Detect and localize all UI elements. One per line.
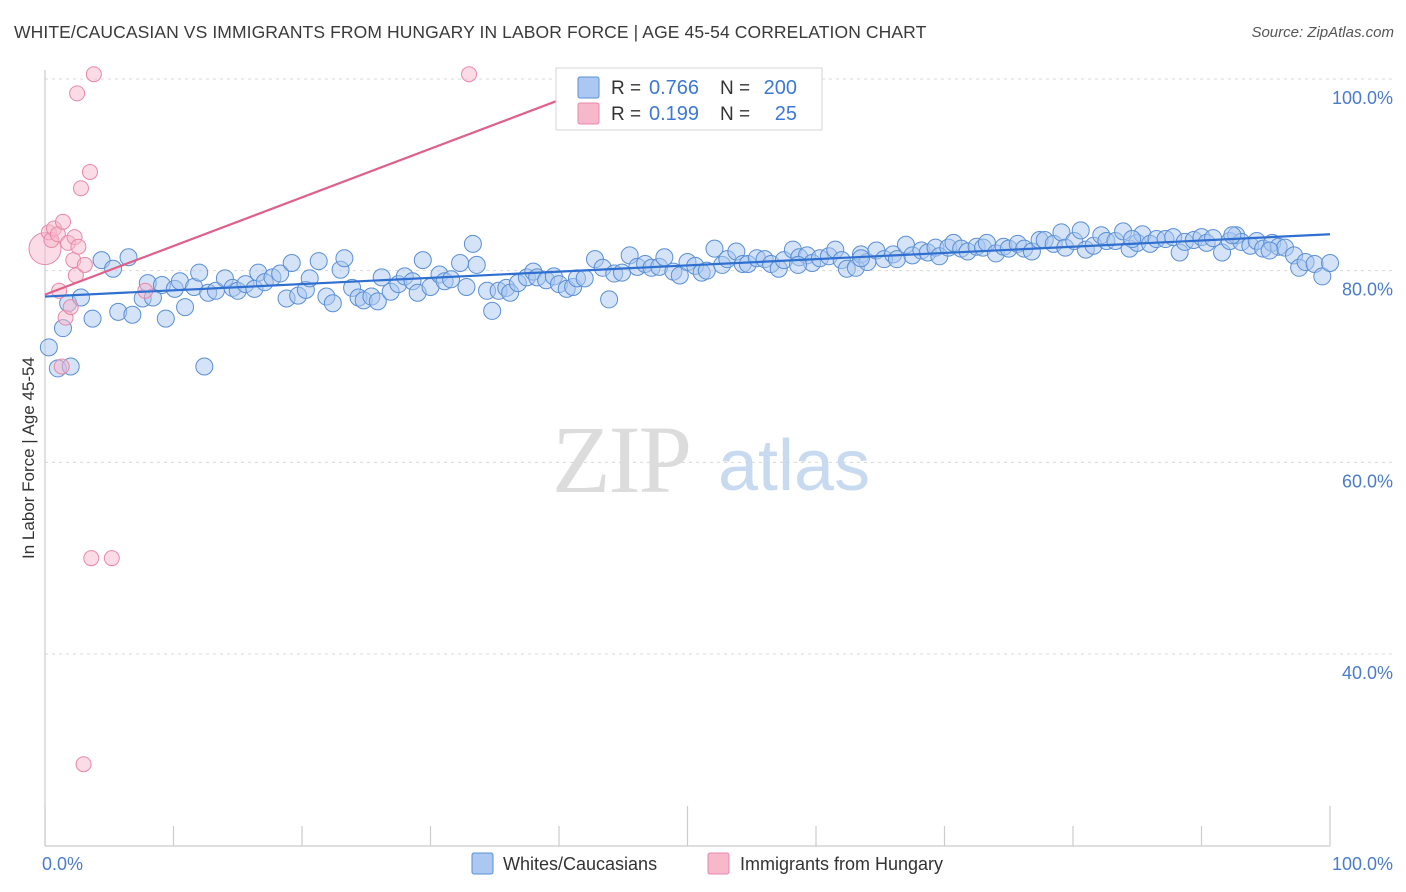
point-whites (413, 251, 432, 270)
point-whites (451, 254, 470, 272)
chart-title: WHITE/CAUCASIAN VS IMMIGRANTS FROM HUNGA… (14, 22, 927, 42)
point-hungary (54, 213, 71, 230)
point-hungary (72, 180, 89, 197)
axes: 40.0% 60.0% 80.0% 100.0% 0.0% 100.0% (42, 70, 1393, 874)
stats-swatch-blue (577, 76, 600, 99)
point-hungary (75, 756, 92, 773)
point-hungary (83, 550, 100, 567)
point-hungary (69, 85, 86, 102)
point-whites (612, 263, 631, 282)
stats-swatch-pink (577, 102, 600, 125)
point-hungary (85, 66, 102, 83)
point-hungary (70, 238, 87, 255)
grid (45, 78, 1392, 655)
legend-label-whites: Whites/Caucasians (503, 854, 657, 874)
point-whites (83, 309, 102, 328)
legend-label-hungary: Immigrants from Hungary (740, 854, 943, 874)
series-whites-points (39, 221, 1339, 378)
stats-box-frame (555, 67, 823, 131)
y-tick-label: 60.0% (1342, 471, 1393, 491)
point-whites (123, 305, 142, 324)
point-whites (39, 338, 58, 357)
point-whites (600, 290, 619, 309)
point-hungary (76, 256, 93, 273)
stats-r-value-blue: 0.766 (649, 77, 699, 99)
point-whites (467, 255, 486, 274)
stats-box: R = 0.766 N = 200 R = 0.199 N = 25 (555, 67, 823, 131)
stats-n-value-pink: 25 (775, 103, 797, 125)
point-whites (463, 234, 482, 253)
point-hungary (53, 358, 70, 375)
x-tick-label-min: 0.0% (42, 854, 83, 874)
point-hungary (461, 66, 478, 83)
point-whites (368, 292, 387, 311)
legend-swatch-whites (471, 852, 494, 875)
point-whites (457, 277, 476, 296)
trend-line-hungary (44, 97, 565, 296)
point-whites (670, 266, 689, 285)
stats-n-label-pink: N = (720, 104, 750, 125)
point-whites (575, 269, 594, 288)
watermark-zip: ZIP (552, 406, 690, 513)
point-whites (323, 294, 342, 313)
y-tick-label: 40.0% (1342, 663, 1393, 683)
trend-lines (44, 97, 1331, 298)
watermark-atlas: atlas (718, 426, 870, 506)
stats-r-label-blue: R = (611, 78, 641, 99)
point-whites (1313, 267, 1332, 286)
y-tick-label: 80.0% (1342, 280, 1393, 300)
point-whites (483, 301, 502, 320)
watermark: ZIP atlas (552, 406, 870, 513)
point-whites (282, 254, 301, 272)
point-whites (1260, 241, 1279, 260)
point-whites (71, 288, 90, 307)
point-whites (156, 309, 175, 328)
point-whites (195, 357, 214, 376)
point-whites (309, 252, 328, 271)
stats-r-label-pink: R = (611, 104, 641, 125)
series-hungary-points (28, 66, 478, 773)
stats-n-label-blue: N = (720, 78, 750, 99)
point-whites (1223, 226, 1242, 245)
point-whites (335, 249, 354, 268)
y-tick-label: 100.0% (1332, 88, 1393, 108)
point-hungary (103, 550, 120, 567)
point-hungary (81, 163, 98, 180)
source-label: Source: ZipAtlas.com (1251, 24, 1394, 41)
y-axis-label: In Labor Force | Age 45-54 (19, 357, 38, 559)
point-whites (442, 270, 461, 289)
stats-n-value-blue: 200 (764, 77, 797, 99)
point-whites (176, 298, 195, 317)
point-whites (1071, 221, 1090, 240)
point-hungary (62, 299, 79, 316)
trend-line-whites (44, 233, 1331, 298)
stats-r-value-pink: 0.199 (649, 103, 699, 125)
point-whites (705, 239, 724, 258)
x-tick-label-max: 100.0% (1332, 854, 1393, 874)
legend-swatch-hungary (707, 852, 730, 875)
point-whites (1321, 254, 1339, 272)
point-whites (372, 268, 391, 287)
legend: Whites/Caucasians Immigrants from Hungar… (471, 852, 943, 875)
point-whites (190, 263, 209, 282)
point-whites (271, 264, 290, 283)
